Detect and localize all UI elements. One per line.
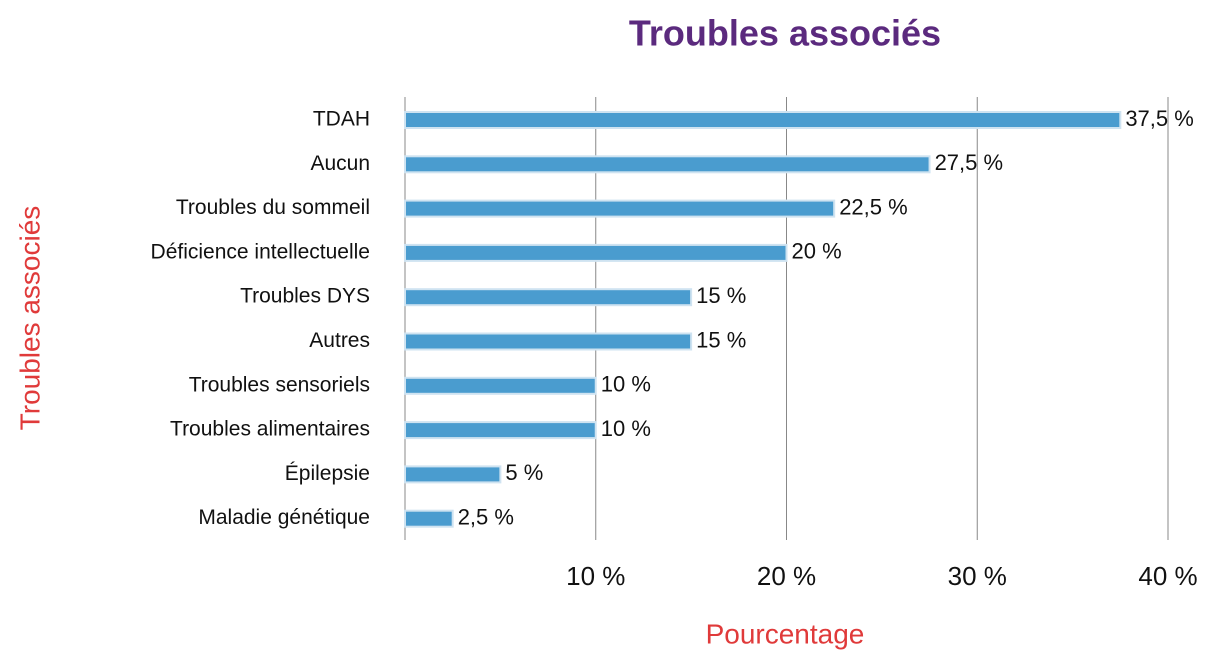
value-label: 22,5 % <box>839 194 908 219</box>
y-tick-label: Autres <box>309 329 370 352</box>
value-label: 10 % <box>601 372 651 397</box>
value-label: 15 % <box>696 327 746 352</box>
value-label: 5 % <box>505 460 543 485</box>
bar <box>404 421 597 440</box>
y-tick-label: Épilepsie <box>285 462 370 485</box>
bar <box>404 376 597 395</box>
bar <box>404 509 454 528</box>
y-tick-label: Troubles sensoriels <box>189 373 370 396</box>
bar <box>404 199 836 218</box>
bar <box>404 155 931 174</box>
x-tick-label: 30 % <box>948 561 1007 591</box>
value-label: 10 % <box>601 416 651 441</box>
x-axis-label: Pourcentage <box>706 618 865 649</box>
y-tick-label: Déficience intellectuelle <box>151 240 370 263</box>
value-label: 27,5 % <box>935 150 1004 175</box>
bar <box>404 111 1122 129</box>
value-label: 20 % <box>792 239 842 264</box>
chart-title: Troubles associés <box>629 13 941 54</box>
bar <box>404 465 502 484</box>
x-tick-label: 40 % <box>1138 561 1197 591</box>
bar <box>404 332 693 351</box>
bar <box>404 243 788 262</box>
value-label: 37,5 % <box>1125 106 1194 131</box>
x-tick-label: 20 % <box>757 561 816 591</box>
y-tick-label: Troubles DYS <box>240 285 370 308</box>
y-axis-label: Troubles associés <box>14 206 45 431</box>
value-label: 15 % <box>696 283 746 308</box>
bar <box>404 288 693 307</box>
value-label: 2,5 % <box>458 505 514 530</box>
y-tick-label: Troubles du sommeil <box>176 196 370 219</box>
y-tick-label: Maladie génétique <box>198 506 370 529</box>
x-tick-label: 10 % <box>566 561 625 591</box>
y-tick-label: TDAH <box>313 108 370 131</box>
y-tick-label: Aucun <box>310 152 370 175</box>
y-tick-label: Troubles alimentaires <box>170 418 370 441</box>
